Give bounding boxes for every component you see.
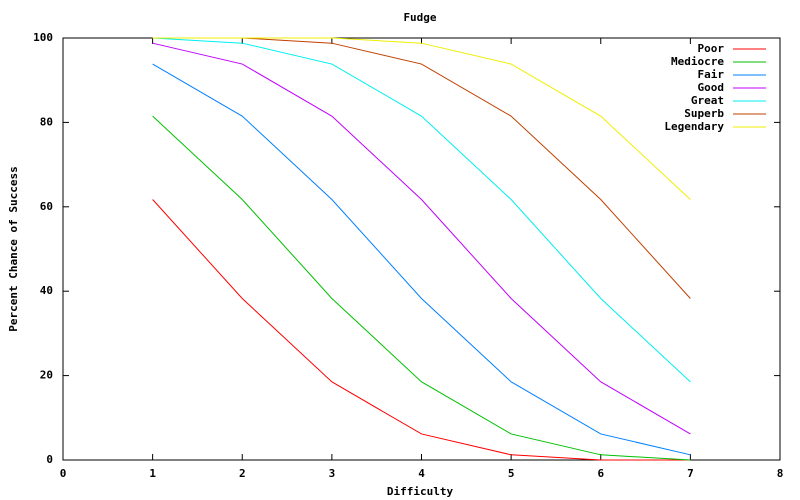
- y-tick-label: 0: [46, 453, 53, 466]
- legend-label: Mediocre: [671, 55, 724, 68]
- x-axis-label: Difficulty: [387, 485, 454, 498]
- chart-title: Fudge: [403, 11, 436, 24]
- x-tick-label: 8: [777, 467, 784, 480]
- series-line: [152, 42, 691, 435]
- x-tick-label: 2: [239, 467, 246, 480]
- plot-border: [62, 37, 781, 461]
- y-tick-label: 40: [40, 284, 53, 297]
- x-tick-label: 4: [418, 467, 425, 480]
- x-tick-label: 3: [329, 467, 336, 480]
- y-tick-label: 100: [33, 31, 53, 44]
- x-tick-label: 1: [149, 467, 156, 480]
- x-tick-label: 5: [508, 467, 515, 480]
- legend-label: Legendary: [664, 120, 724, 133]
- legend-label: Superb: [684, 107, 724, 120]
- x-tick-label: 7: [687, 467, 694, 480]
- legend-label: Fair: [698, 68, 725, 81]
- series-line: [152, 199, 691, 461]
- series-line: [152, 37, 691, 200]
- y-tick-label: 60: [40, 200, 53, 213]
- series-line: [152, 63, 691, 456]
- x-tick-label: 6: [597, 467, 604, 480]
- legend-label: Great: [691, 94, 724, 107]
- y-tick-label: 20: [40, 369, 53, 382]
- series-line: [152, 37, 691, 383]
- y-axis-label: Percent Chance of Success: [7, 166, 20, 332]
- legend-label: Poor: [698, 42, 725, 55]
- legend-label: Good: [698, 81, 725, 94]
- x-tick-label: 0: [60, 467, 67, 480]
- series-line: [152, 115, 691, 461]
- y-tick-label: 80: [40, 115, 53, 128]
